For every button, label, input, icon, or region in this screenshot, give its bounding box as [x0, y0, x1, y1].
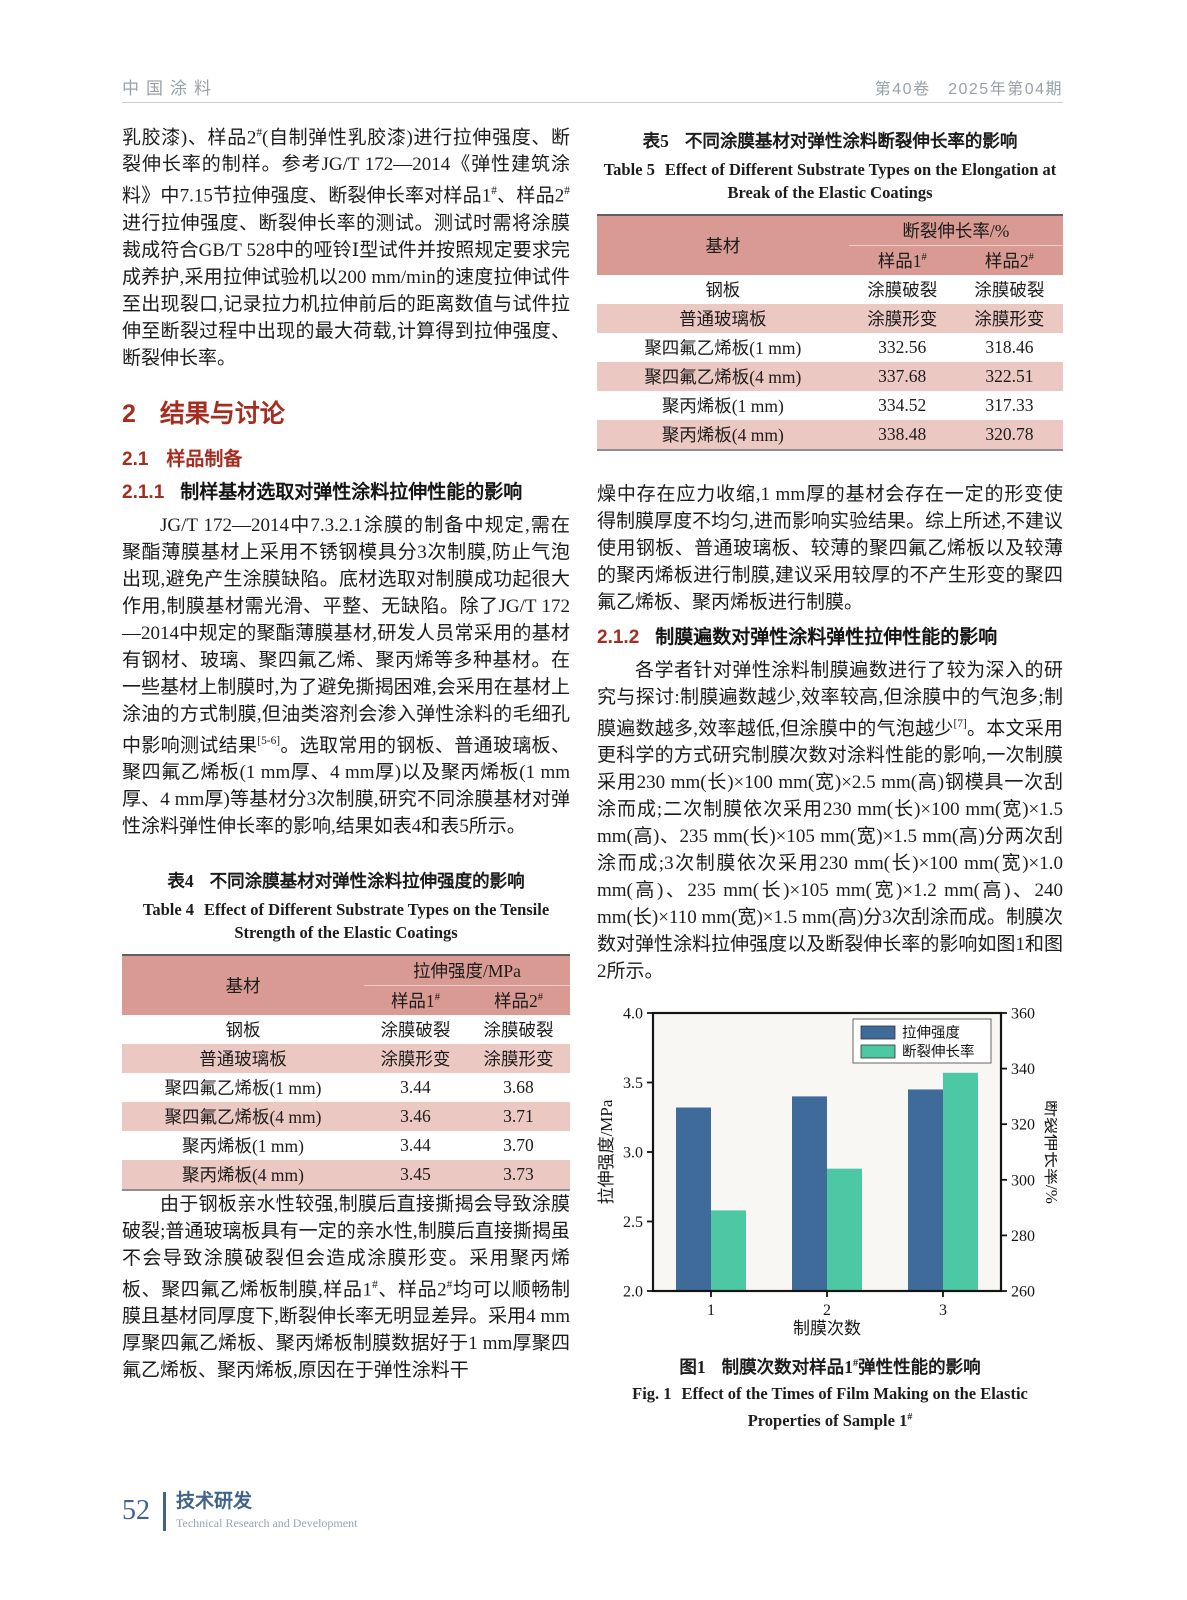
section-title: 制膜遍数对弹性涂料弹性拉伸性能的影响	[655, 627, 998, 648]
figure-label: Fig. 1	[632, 1384, 672, 1404]
table-row: 钢板 涂膜破裂 涂膜破裂	[705, 280, 1045, 300]
svg-text:360: 360	[1011, 1006, 1035, 1023]
table4-title-cn: 表4 不同涂膜基材对弹性涂料拉伸强度的影响	[167, 870, 525, 891]
table5-block: 表5 不同涂膜基材对弹性涂料断裂伸长率的影响 Table 5 Effect of D…	[597, 128, 1063, 451]
table4-block: 表4 不同涂膜基材对弹性涂料拉伸强度的影响 Table 4 Effect of Di…	[122, 868, 570, 1191]
section-heading-2-1-2: 2.1.2 制膜遍数对弹性涂料弹性拉伸性能的影响	[597, 624, 1063, 651]
page-header: 中国涂料 第40卷 2025年第04期	[122, 74, 1063, 99]
section-number: 2	[122, 399, 136, 428]
svg-text:260: 260	[1011, 1284, 1035, 1301]
table-label: Table 4	[142, 899, 195, 919]
table-label: Table 5	[603, 160, 655, 179]
footer-section-cn: 技术研发	[176, 1491, 253, 1512]
svg-text:1: 1	[707, 1302, 715, 1319]
svg-text:280: 280	[1011, 1228, 1035, 1245]
table-header-row: 基材 拉伸强度/MPa	[122, 954, 570, 1015]
table-row: 聚四氟乙烯板(1 mm) 332.56 318.46	[644, 337, 1034, 358]
table-row: 聚丙烯板(4 mm) 3.45 3.73	[122, 1159, 570, 1190]
figure1-caption-en: Fig. 1 Effect of the Times of Film Making…	[632, 1384, 1028, 1430]
section-heading-2-1: 2.1 样品制备	[122, 444, 570, 471]
svg-text:断裂伸长率: 断裂伸长率	[902, 1044, 975, 1061]
svg-text:2.5: 2.5	[623, 1214, 643, 1231]
table-row: 聚四氟乙烯板(4 mm) 337.68 322.51	[597, 362, 1063, 391]
table4: 基材 拉伸强度/MPa 样品1# 样品2# 钢板 涂膜破裂 涂膜破裂 普通玻璃板 涂膜…	[122, 953, 570, 1191]
svg-text:制膜次数: 制膜次数	[793, 1319, 861, 1338]
header-rule	[122, 102, 1063, 103]
col-header-sample1: 样品1#	[848, 245, 956, 275]
figure1-caption-cn: 图1 制膜次数对样品1#弹性性能的影响	[679, 1357, 981, 1378]
table-header-row: 样品1# 样品2#	[122, 985, 570, 1015]
paragraph-sample-prep: 乳胶漆)、样品2#(自制弹性乳胶漆)进行拉伸强度、断裂伸长率的制样。参考JG/T…	[122, 127, 571, 369]
paragraph-discussion: 由于钢板亲水性较强,制膜后直接撕揭会导致涂膜破裂;普通玻璃板具有一定的亲水性,制…	[122, 1193, 570, 1382]
col-header-substrate: 基材	[122, 954, 364, 1015]
table-row: 聚四氟乙烯板(1 mm) 3.44 3.68	[164, 1076, 534, 1098]
table-label: 表5	[642, 131, 669, 151]
table-row: 聚丙烯板(1 mm) 3.44 3.70	[181, 1134, 534, 1156]
col-header-group: 断裂伸长率/%	[848, 215, 1063, 246]
col-header-substrate: 基材	[597, 215, 849, 275]
volume: 第40卷	[874, 81, 931, 98]
table5-title-en: Table 5 Effect of Different Substrate Typ…	[603, 160, 1057, 202]
volume-issue: 第40卷 2025年第04期	[875, 75, 1063, 99]
svg-text:3.5: 3.5	[623, 1075, 643, 1092]
table-row: 聚丙烯板(1 mm) 334.52 317.33	[661, 395, 1034, 416]
svg-text:320: 320	[1011, 1117, 1035, 1134]
col-header-sample1: 样品1#	[363, 985, 467, 1015]
table-header-row: 样品1# 样品2#	[597, 245, 1063, 275]
section-number: 2.1.2	[597, 627, 640, 648]
section-number: 2.1	[122, 448, 149, 470]
section-title: 结果与讨论	[159, 399, 285, 428]
svg-text:340: 340	[1011, 1061, 1035, 1078]
svg-text:300: 300	[1011, 1173, 1035, 1190]
table5: 基材 断裂伸长率/% 样品1# 样品2# 钢板 涂膜破裂 涂膜破裂 普通玻璃板 涂膜形…	[597, 214, 1063, 451]
section-title: 样品制备	[166, 448, 243, 470]
section-heading-2-1-1: 2.1.1 制样基材选取对弹性涂料拉伸性能的影响	[122, 479, 570, 506]
table4-title-en: Table 4 Effect of Different Substrate Typ…	[142, 899, 550, 942]
col-header-sample2: 样品2#	[466, 985, 570, 1015]
paragraph-substrate-study: JG/T 172—2014中7.3.2.1涂膜的制备中规定,需在聚酯薄膜基材上采…	[122, 514, 570, 837]
svg-text:拉伸强度/MPa: 拉伸强度/MPa	[597, 1099, 616, 1204]
figure-label: 图1	[679, 1357, 706, 1378]
svg-text:拉伸强度: 拉伸强度	[902, 1025, 960, 1042]
svg-text:3: 3	[939, 1302, 947, 1319]
journal-name: 中国涂料	[122, 79, 218, 98]
svg-text:断裂伸长率/%: 断裂伸长率/%	[1042, 1100, 1057, 1204]
table-label: 表4	[167, 870, 194, 891]
table-header-row: 基材 断裂伸长率/%	[597, 215, 1063, 275]
table-row: 普通玻璃板 涂膜形变 涂膜形变	[597, 304, 1063, 333]
svg-text:3.0: 3.0	[623, 1145, 643, 1162]
section-heading-2: 2 结果与讨论	[122, 394, 570, 430]
page-number: 52	[122, 1495, 150, 1527]
right-column: 表5 不同涂膜基材对弹性涂料断裂伸长率的影响 Table 5 Effect of D…	[597, 120, 1063, 1432]
table5-title-cn: 表5 不同涂膜基材对弹性涂料断裂伸长率的影响	[642, 131, 1018, 151]
table-row: 普通玻璃板 涂膜形变 涂膜形变	[122, 1043, 570, 1073]
paragraph-conclusion-substrate: 燥中存在应力收缩,1 mm厚的基材会存在一定的形变使得制膜厚度不均匀,进而影响实…	[597, 484, 1063, 613]
table-row: 钢板 涂膜破裂 涂膜破裂	[225, 1019, 554, 1040]
svg-text:4.0: 4.0	[623, 1006, 643, 1023]
col-header-group: 拉伸强度/MPa	[363, 954, 570, 986]
page-footer: 52 技术研发 Technical Research and Developme…	[122, 1491, 358, 1531]
section-number: 2.1.1	[122, 481, 165, 503]
left-column: 乳胶漆)、样品2#(自制弹性乳胶漆)进行拉伸强度、断裂伸长率的制样。参考JG/T…	[122, 120, 570, 1432]
footer-section-en: Technical Research and Development	[176, 1515, 358, 1530]
paragraph-film-times: 各学者针对弹性涂料制膜遍数进行了较为深入的研究与探讨:制膜遍数越少,效率较高,但…	[597, 660, 1063, 983]
table-row: 聚四氟乙烯板(4 mm) 3.46 3.71	[122, 1101, 570, 1131]
page-content: 乳胶漆)、样品2#(自制弹性乳胶漆)进行拉伸强度、断裂伸长率的制样。参考JG/T…	[122, 120, 1063, 1432]
table-row: 聚丙烯板(4 mm) 338.48 320.78	[597, 420, 1063, 450]
footer-section: 技术研发 Technical Research and Development	[163, 1491, 358, 1531]
svg-text:2.0: 2.0	[623, 1284, 643, 1301]
figure1-block: 1 2 3 2.0 2.5 3.0 3.5 4.0 260 280 300 320 340 360 拉伸强度…	[597, 1003, 1063, 1432]
figure1-bar-chart: 1 2 3 2.0 2.5 3.0 3.5 4.0 260 280 300 320 340 360 拉伸强度…	[597, 1006, 1061, 1339]
col-header-sample2: 样品2#	[955, 245, 1063, 275]
svg-text:2: 2	[823, 1302, 831, 1319]
section-title: 制样基材选取对弹性涂料拉伸性能的影响	[180, 481, 523, 503]
issue: 2025年第04期	[948, 81, 1063, 98]
